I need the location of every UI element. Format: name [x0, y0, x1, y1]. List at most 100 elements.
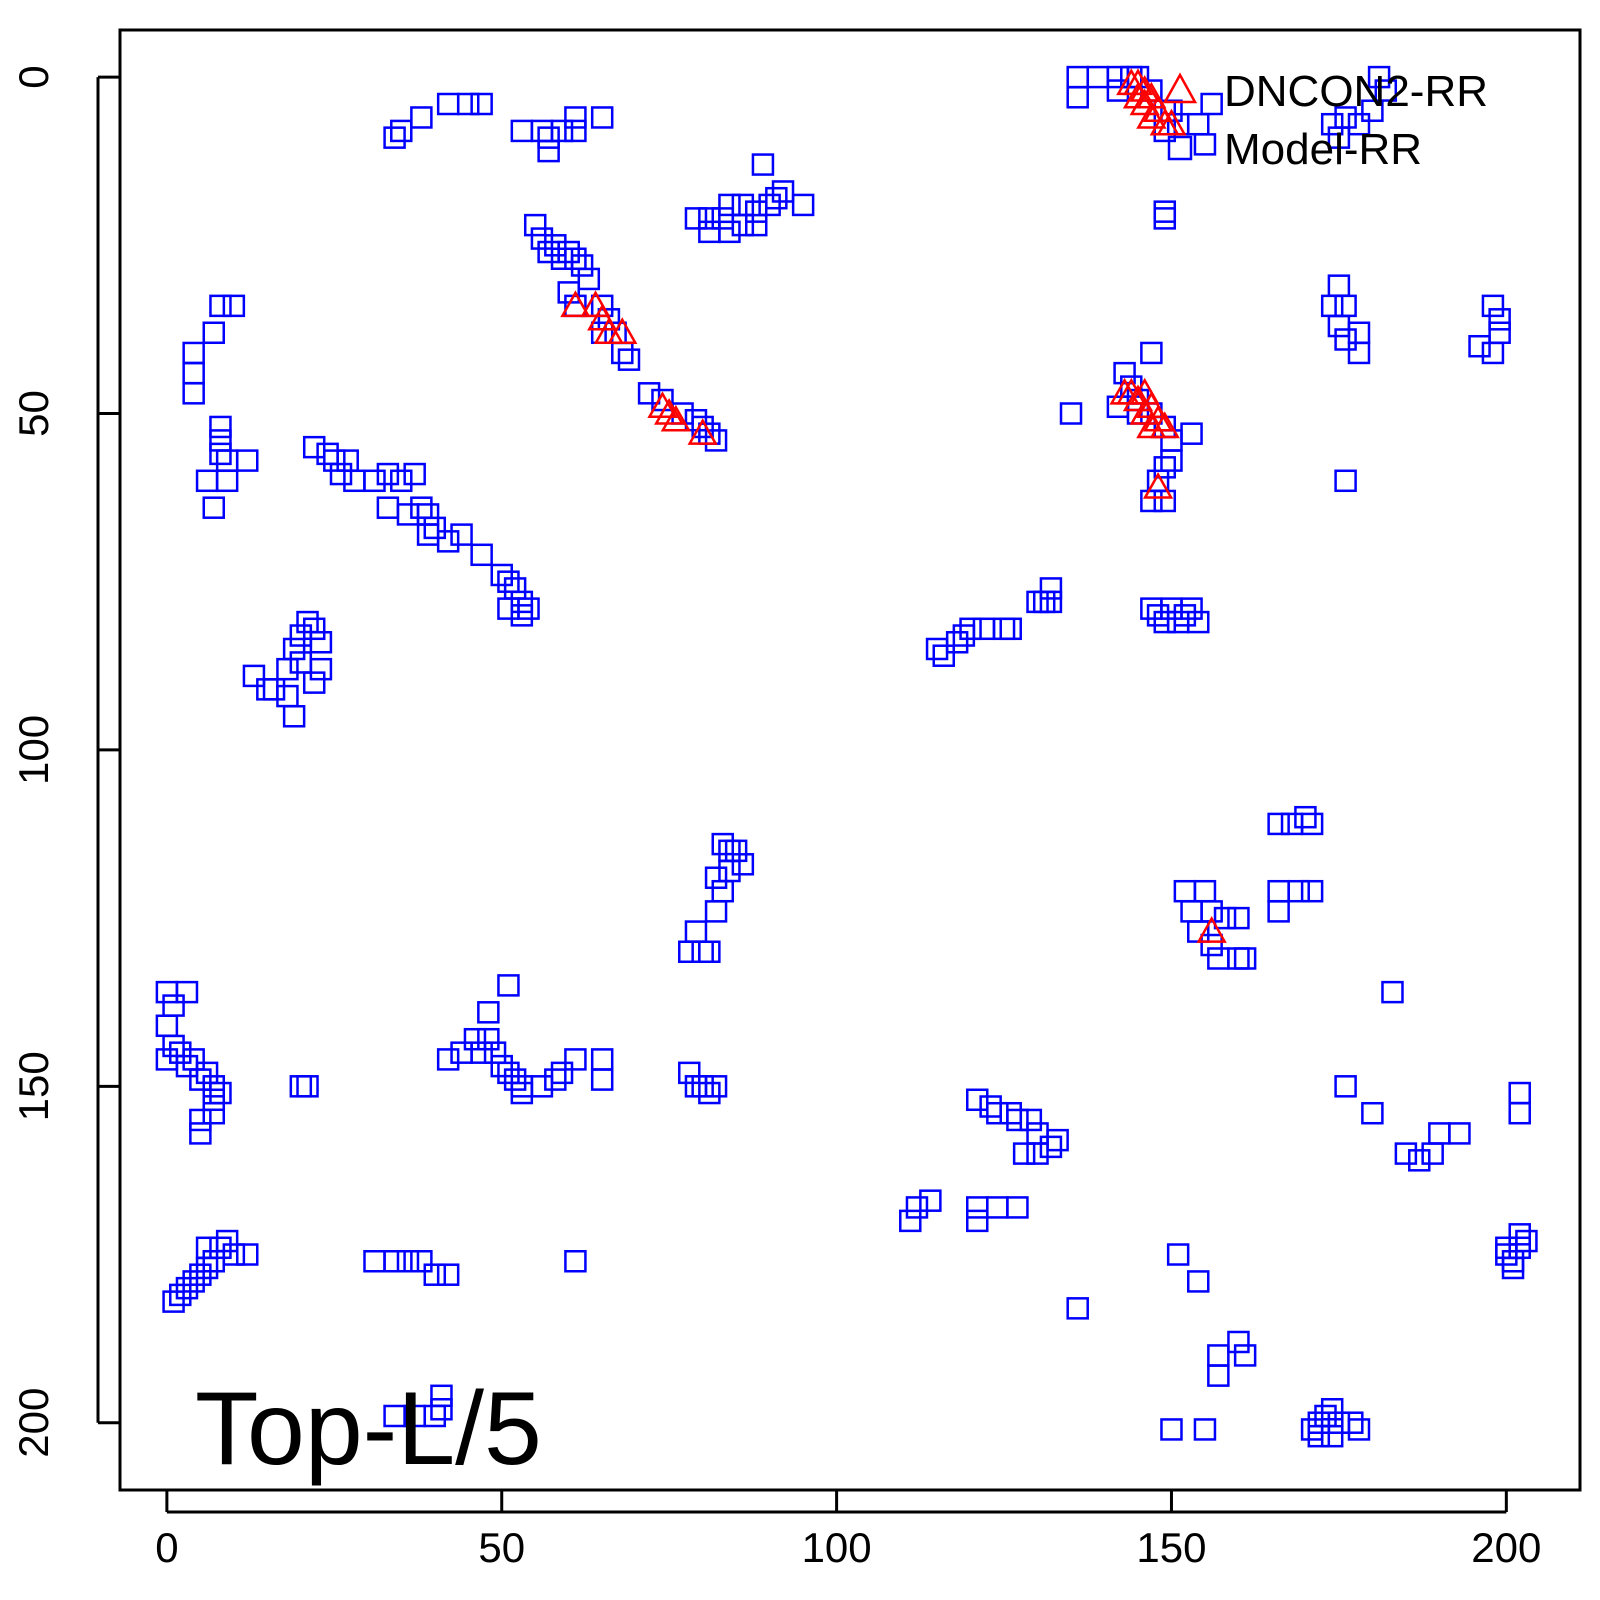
model-rr-point: [959, 617, 982, 641]
model-rr-point: [396, 1249, 420, 1273]
plot-frame: [118, 28, 1582, 1492]
model-rr-point: [945, 631, 969, 654]
model-rr-point: [952, 624, 976, 647]
model-rr-point: [1039, 577, 1063, 600]
model-rr-point: [182, 382, 205, 405]
model-rr-point: [1347, 341, 1371, 365]
model-rr-point: [209, 1081, 232, 1105]
model-rr-point: [1200, 933, 1223, 957]
model-rr-point: [436, 92, 460, 116]
model-rr-point: [503, 577, 527, 600]
model-rr-point: [765, 186, 788, 210]
model-rr-point: [731, 853, 755, 876]
model-rr-point: [289, 651, 313, 674]
model-rr-point: [771, 180, 795, 203]
model-rr-point: [691, 940, 714, 964]
model-rr-point: [1180, 597, 1203, 620]
model-rr-point: [1066, 86, 1089, 109]
model-rr-point: [1327, 1411, 1351, 1434]
model-rr-point: [1501, 1256, 1525, 1280]
model-rr-point: [296, 610, 319, 634]
model-rr-point: [744, 213, 768, 237]
model-rr-point: [155, 980, 179, 1004]
model-rr-point: [410, 106, 433, 129]
model-rr-point: [1361, 99, 1384, 122]
model-rr-point: [523, 213, 547, 237]
model-rr-point: [510, 590, 534, 614]
model-rr-point: [470, 1041, 493, 1064]
dncon2-rr-point: [1196, 916, 1227, 943]
model-rr-point: [544, 1068, 567, 1091]
model-rr-point: [972, 617, 996, 641]
model-rr-point: [758, 193, 781, 217]
model-rr-point: [1233, 947, 1257, 970]
model-rr-point: [1428, 1122, 1451, 1145]
dncon2-rr-point: [1122, 68, 1154, 96]
model-rr-point: [450, 523, 473, 546]
model-rr-point: [1200, 92, 1223, 116]
legend: DNCON2-RR Model-RR: [1162, 67, 1488, 174]
y-axis: 0 50 100 150 200: [10, 65, 120, 1458]
model-rr-point: [1334, 294, 1357, 318]
model-rr-point: [1046, 1128, 1069, 1152]
model-rr-point: [564, 119, 587, 143]
model-rr-point: [1140, 597, 1163, 620]
model-rr-point: [537, 139, 560, 163]
model-rr-point: [1320, 1424, 1344, 1448]
model-rr-point: [510, 1081, 534, 1105]
model-rr-point: [919, 1189, 942, 1212]
model-rr-point: [678, 940, 701, 964]
model-rr-point: [1280, 812, 1304, 836]
model-rr-point: [1501, 1249, 1525, 1273]
model-rr-point: [376, 462, 400, 486]
model-rr-point: [1006, 1196, 1029, 1219]
model-rr-point: [1334, 328, 1357, 351]
model-rr-point: [1180, 422, 1203, 445]
model-rr-point: [510, 1075, 534, 1098]
model-rr-point: [1086, 65, 1110, 89]
model-rr-point: [1334, 469, 1357, 493]
model-rr-point: [1448, 1122, 1471, 1145]
model-rr-point: [1039, 590, 1063, 614]
dncon2-rr-point: [660, 404, 692, 432]
model-rr-point: [1233, 1344, 1257, 1367]
model-rr-point: [1508, 1081, 1531, 1105]
model-rr-point: [678, 1061, 701, 1085]
model-rr-point: [1508, 1101, 1531, 1125]
model-rr-point: [282, 637, 306, 661]
model-rr-point: [309, 631, 333, 654]
model-rr-point: [182, 1048, 205, 1071]
model-rr-point: [1200, 900, 1223, 923]
model-rr-point: [436, 530, 460, 553]
model-rr-point: [189, 1068, 212, 1091]
model-rr-point: [169, 1041, 192, 1064]
dncon2-rr-point: [1149, 411, 1180, 439]
model-rr-point: [383, 126, 406, 149]
model-rr-point: [1508, 1223, 1531, 1246]
model-rr-point: [256, 678, 279, 701]
model-rr-point: [1160, 449, 1183, 472]
model-rr-point: [965, 1196, 989, 1219]
model-rr-point: [1166, 1243, 1190, 1266]
model-rr-point: [684, 1075, 708, 1098]
y-tick-label: 50: [10, 390, 57, 437]
model-rr-point: [410, 1249, 433, 1273]
model-rr-point: [410, 496, 433, 519]
model-rr-point: [302, 435, 326, 459]
model-rr-point: [691, 415, 714, 439]
model-rr-point: [1153, 610, 1177, 634]
legend-label: DNCON2-RR: [1224, 67, 1488, 116]
model-rr-point: [1508, 1236, 1531, 1260]
model-rr-point: [1187, 610, 1210, 634]
model-rr-point: [1347, 321, 1371, 345]
model-rr-point: [423, 516, 447, 540]
model-rr-point: [497, 974, 520, 997]
legend-label: Model-RR: [1224, 125, 1422, 174]
model-rr-point: [1187, 1270, 1210, 1293]
model-rr-point: [1334, 1075, 1357, 1098]
model-rr-point: [530, 1075, 554, 1098]
model-rr-point: [396, 503, 420, 526]
model-rr-point: [1227, 947, 1250, 970]
model-rr-point: [530, 119, 554, 143]
model-rr-point: [162, 1290, 185, 1313]
